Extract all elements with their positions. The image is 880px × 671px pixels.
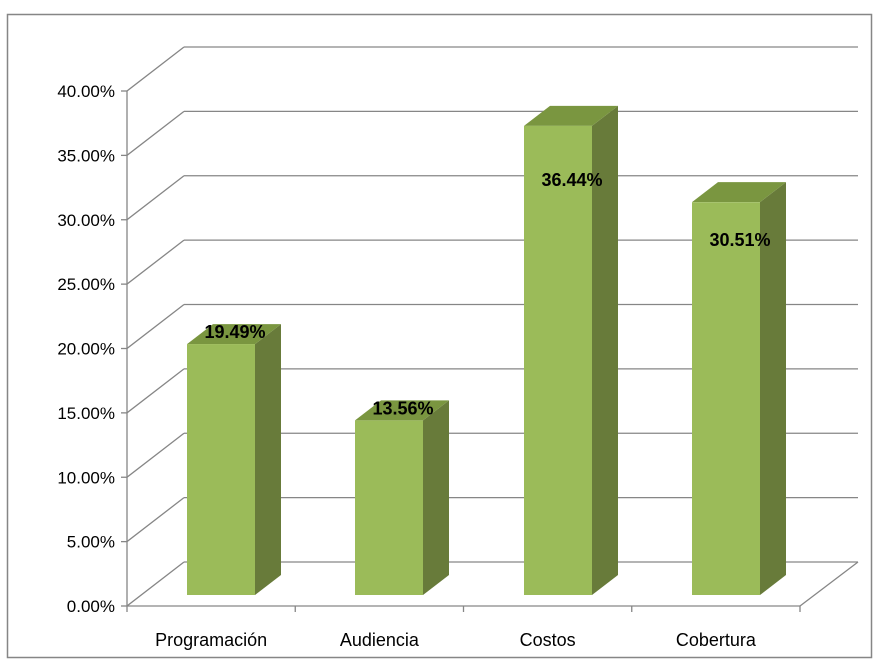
- y-tick-label: 15.00%: [57, 404, 115, 423]
- bar-side: [760, 182, 786, 595]
- gridline-side: [126, 497, 185, 543]
- bar: [524, 125, 592, 596]
- gridline-side: [126, 303, 185, 350]
- bar: [187, 344, 255, 595]
- gridline-side: [126, 432, 185, 478]
- bar-side: [423, 400, 449, 595]
- bar-side: [592, 105, 618, 596]
- y-tick-label: 30.00%: [57, 211, 115, 230]
- gridline-side: [126, 175, 185, 221]
- data-label: 36.44%: [541, 170, 602, 190]
- x-tick-label: Cobertura: [676, 630, 757, 650]
- bar-top: [524, 105, 618, 126]
- gridline-side: [126, 561, 185, 607]
- data-label: 19.49%: [204, 322, 265, 342]
- x-tick-label: Costos: [520, 630, 576, 650]
- data-label: 13.56%: [372, 398, 433, 418]
- y-tick-label: 10.00%: [57, 468, 115, 487]
- bar-top: [355, 400, 449, 421]
- gridline-side: [126, 110, 185, 156]
- gridline-side: [126, 368, 185, 414]
- y-tick-label: 40.00%: [57, 82, 115, 101]
- gridline-side: [126, 46, 185, 92]
- gridline-side: [126, 239, 185, 285]
- y-tick-label: 35.00%: [57, 146, 115, 165]
- labels: 19.49% Programación 13.56% Audiencia 36.44% C…: [155, 170, 770, 650]
- y-tick-label: 5.00%: [67, 533, 115, 552]
- bar-top: [187, 324, 281, 345]
- axes: 0.00% 5.00% 10.00% 15.00% 20.00% 25.00% 30.00%…: [57, 82, 859, 616]
- bar-top: [692, 182, 786, 203]
- x-tick-label: Audiencia: [340, 630, 420, 650]
- bars: [187, 105, 786, 596]
- x-tick-label: Programación: [155, 630, 267, 650]
- data-label: 30.51%: [709, 230, 770, 250]
- y-tick-label: 20.00%: [57, 340, 115, 359]
- bar: [355, 420, 423, 595]
- y-tick-label: 25.00%: [57, 275, 115, 294]
- y-tick-label: 0.00%: [67, 597, 115, 616]
- floor-edge: [799, 561, 859, 607]
- bar: [692, 202, 760, 595]
- bar-side: [255, 324, 281, 595]
